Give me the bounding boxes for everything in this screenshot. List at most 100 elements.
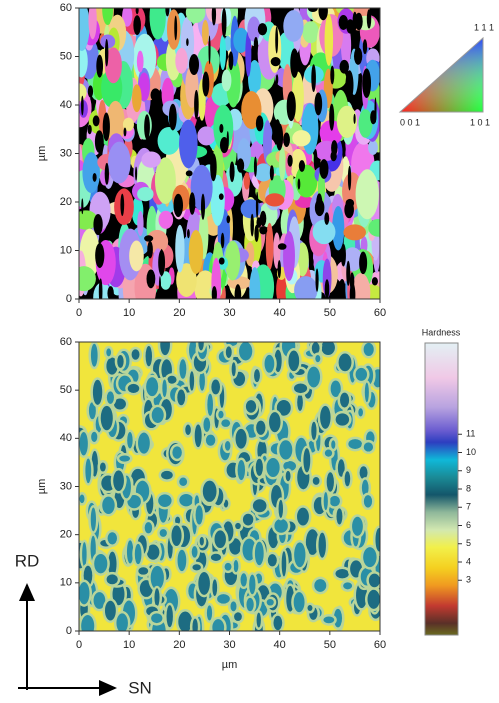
y-tick-label: 40 bbox=[60, 99, 72, 111]
contour-core bbox=[323, 616, 335, 624]
grain bbox=[149, 8, 166, 40]
boundary bbox=[362, 39, 368, 55]
contour-core bbox=[189, 371, 195, 391]
boundary bbox=[211, 8, 217, 26]
boundary bbox=[254, 224, 259, 242]
y-tick-label: 0 bbox=[66, 293, 72, 305]
boundary bbox=[133, 15, 141, 36]
boundary bbox=[257, 23, 268, 36]
contour-core bbox=[138, 567, 149, 575]
contour-core bbox=[195, 505, 203, 525]
grain bbox=[283, 10, 304, 42]
boundary bbox=[347, 165, 352, 191]
contour-core bbox=[185, 424, 191, 436]
colorbar-tick-label: 6 bbox=[466, 520, 471, 530]
grain bbox=[79, 210, 98, 230]
y-tick-label: 10 bbox=[60, 244, 72, 256]
x-tick-label: 20 bbox=[173, 639, 185, 651]
grain bbox=[233, 27, 249, 53]
contour-core bbox=[245, 400, 257, 413]
contour-core bbox=[326, 472, 334, 492]
grain bbox=[137, 210, 144, 237]
contour-core bbox=[269, 412, 281, 433]
contour-core bbox=[330, 380, 341, 397]
boundary bbox=[286, 91, 296, 122]
grain bbox=[157, 126, 181, 155]
contour-core bbox=[104, 600, 116, 621]
boundary bbox=[340, 243, 346, 267]
boundary bbox=[123, 127, 127, 137]
boundary bbox=[173, 193, 184, 218]
boundary bbox=[147, 240, 153, 259]
boundary bbox=[168, 103, 177, 131]
grain bbox=[100, 34, 116, 49]
contour-core bbox=[214, 530, 226, 549]
boundary bbox=[324, 212, 330, 225]
boundary bbox=[255, 115, 264, 132]
boundary bbox=[210, 153, 217, 182]
contour-core bbox=[315, 354, 321, 363]
grain bbox=[319, 120, 343, 146]
contour-core bbox=[307, 604, 313, 612]
contour-core bbox=[144, 522, 153, 534]
colorbar-tick-label: 10 bbox=[466, 447, 476, 457]
grain bbox=[137, 186, 154, 202]
contour-core bbox=[266, 457, 280, 478]
contour-core bbox=[179, 359, 187, 379]
boundary bbox=[144, 114, 150, 140]
contour-core bbox=[293, 592, 305, 613]
boundary bbox=[256, 217, 262, 228]
boundary bbox=[81, 198, 84, 215]
boundary bbox=[353, 47, 363, 65]
y-tick-label: 30 bbox=[60, 147, 72, 159]
contour-core bbox=[355, 367, 368, 381]
contour-core bbox=[175, 516, 181, 525]
grain bbox=[324, 13, 334, 66]
contour-core bbox=[283, 460, 297, 472]
y-tick-label: 50 bbox=[60, 384, 72, 396]
y-tick-label: 0 bbox=[66, 625, 72, 637]
contour-core bbox=[138, 432, 150, 454]
boundary bbox=[135, 8, 139, 15]
contour-core bbox=[364, 382, 369, 403]
grain bbox=[279, 145, 286, 181]
contour-core bbox=[264, 354, 275, 373]
boundary bbox=[104, 39, 109, 67]
grain bbox=[355, 169, 379, 220]
boundary bbox=[298, 160, 306, 172]
contour-core bbox=[212, 619, 225, 631]
boundary bbox=[275, 74, 279, 85]
contour-core bbox=[273, 615, 283, 631]
contour-core bbox=[303, 448, 311, 473]
boundary bbox=[314, 92, 323, 116]
grain bbox=[179, 119, 198, 169]
contour-core bbox=[134, 543, 142, 565]
contour-core bbox=[88, 402, 96, 420]
boundary bbox=[346, 260, 351, 286]
ipf-label: 0 0 1 bbox=[400, 117, 420, 127]
contour-core bbox=[246, 597, 254, 612]
boundary bbox=[253, 156, 257, 177]
contour-core bbox=[150, 565, 164, 590]
boundary bbox=[158, 276, 162, 296]
grain bbox=[82, 152, 100, 194]
y-tick-label: 20 bbox=[60, 196, 72, 208]
contour-core bbox=[106, 574, 118, 585]
y-tick-label: 60 bbox=[60, 336, 72, 348]
boundary bbox=[353, 113, 356, 124]
grain bbox=[336, 105, 358, 139]
boundary bbox=[346, 19, 355, 34]
boundary bbox=[259, 210, 267, 227]
boundary bbox=[366, 9, 372, 29]
boundary bbox=[218, 193, 224, 200]
boundary bbox=[104, 162, 109, 185]
contour-core bbox=[203, 417, 211, 432]
boundary bbox=[318, 8, 328, 21]
contour-core bbox=[100, 405, 113, 431]
contour-core bbox=[254, 541, 264, 566]
contour-core bbox=[234, 612, 242, 621]
grain bbox=[88, 8, 97, 40]
colorbar-tick-label: 3 bbox=[466, 575, 471, 585]
contour-core bbox=[127, 431, 133, 449]
